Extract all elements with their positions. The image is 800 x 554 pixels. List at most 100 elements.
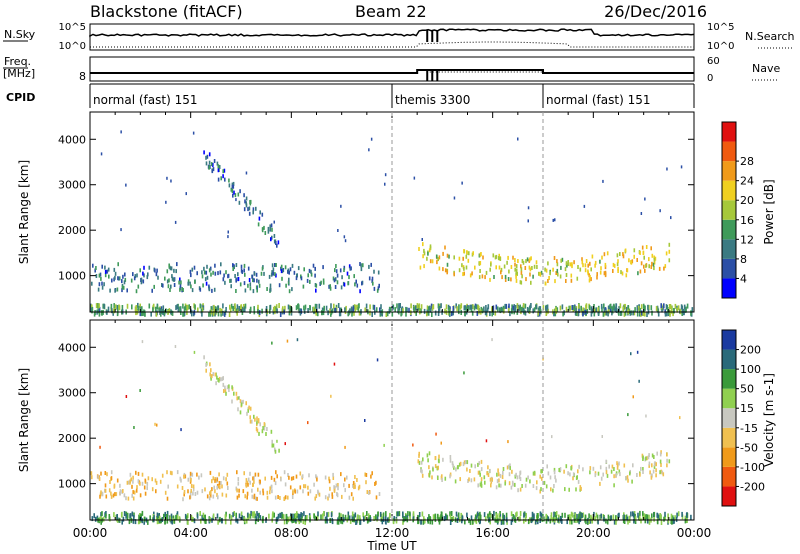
power-cell <box>516 271 518 276</box>
velocity-cell <box>223 389 225 393</box>
power-cell <box>674 303 677 309</box>
velocity-cell <box>353 482 356 487</box>
power-cell <box>238 200 241 205</box>
power-cell <box>587 269 589 274</box>
velocity-cell <box>283 470 286 475</box>
power-cell <box>533 307 536 313</box>
velocity-cell <box>236 495 239 500</box>
velocity-cell <box>222 476 225 481</box>
velocity-cell <box>626 475 629 480</box>
power-cell <box>650 246 652 251</box>
velocity-cell <box>221 492 224 497</box>
velocity-cell <box>216 477 219 482</box>
power-cell <box>213 308 216 314</box>
power-cell <box>114 304 117 310</box>
power-cell <box>227 235 229 239</box>
velocity-cell <box>533 470 536 475</box>
power-cell <box>529 267 532 272</box>
velocity-cell <box>261 429 264 434</box>
power-cell <box>437 311 440 316</box>
power-cell <box>429 259 432 264</box>
velocity-cell <box>187 477 190 482</box>
power-cell <box>290 310 293 316</box>
velocity-cell <box>601 435 603 438</box>
power-cell <box>582 307 584 313</box>
power-cell <box>101 264 103 269</box>
power-cell <box>229 307 232 313</box>
velocity-cell <box>380 513 383 519</box>
power-cell <box>553 256 556 260</box>
velocity-cell <box>275 470 277 475</box>
power-cell <box>100 276 102 281</box>
velocity-cell <box>128 519 131 525</box>
velocity-cell <box>468 477 470 482</box>
power-cell <box>243 207 246 212</box>
power-cell <box>624 310 627 316</box>
velocity-cell <box>93 513 95 519</box>
velocity-cell <box>106 472 108 477</box>
velocity-cell <box>627 519 629 525</box>
power-cell <box>255 285 258 290</box>
velocity-cell <box>421 473 424 478</box>
power-cell <box>267 229 270 234</box>
velocity-cell <box>291 518 293 524</box>
power-cell <box>140 277 143 282</box>
power-cell <box>137 302 139 308</box>
velocity-cell <box>333 488 336 493</box>
power-cell <box>258 216 261 221</box>
velocity-swatch <box>722 349 736 370</box>
power-cell <box>314 273 316 278</box>
velocity-cell <box>190 477 192 482</box>
velocity-cell <box>296 489 299 494</box>
power-cell <box>208 287 211 292</box>
power-cell <box>148 265 151 270</box>
power-cell <box>323 305 325 311</box>
velocity-cell <box>385 514 387 520</box>
velocity-tick-label: 50 <box>740 383 754 396</box>
power-cell <box>485 305 487 310</box>
power-cell <box>438 255 441 260</box>
cpid-segment-label: normal (fast) 151 <box>93 93 197 107</box>
velocity-cell <box>476 511 479 517</box>
velocity-cell <box>196 513 199 519</box>
velocity-cell <box>441 478 443 482</box>
power-cell <box>535 304 538 310</box>
velocity-cell <box>648 463 650 468</box>
velocity-cell <box>303 511 305 517</box>
power-cell <box>618 310 620 316</box>
power-cell <box>243 268 245 273</box>
power-cell <box>210 272 212 277</box>
velocity-cell <box>502 470 504 475</box>
velocity-cell <box>679 416 681 420</box>
power-cell <box>472 251 474 256</box>
power-cell <box>174 220 177 224</box>
velocity-cell <box>574 513 577 519</box>
power-cell <box>142 279 145 284</box>
velocity-cell <box>527 519 530 525</box>
velocity-cell <box>579 485 582 490</box>
velocity-cell <box>200 518 202 524</box>
velocity-cell <box>176 470 179 475</box>
velocity-cell <box>555 511 558 517</box>
velocity-cell <box>519 470 522 475</box>
velocity-cell <box>328 476 330 481</box>
velocity-cell <box>518 474 521 479</box>
power-cell <box>356 283 359 288</box>
power-cell <box>462 256 464 261</box>
power-swatch <box>722 219 736 240</box>
velocity-cell <box>502 513 504 519</box>
power-cell <box>177 306 180 312</box>
velocity-cell <box>308 473 310 478</box>
velocity-cell <box>302 489 304 494</box>
power-cell <box>408 307 410 313</box>
power-cell <box>607 311 609 317</box>
power-cell <box>224 177 226 182</box>
velocity-cell <box>279 496 281 500</box>
velocity-cell <box>244 494 246 499</box>
power-cell <box>426 256 428 261</box>
power-cell <box>601 306 603 312</box>
velocity-cell <box>532 471 535 476</box>
power-cell <box>582 263 584 268</box>
power-cell <box>373 286 376 291</box>
velocity-cell <box>192 491 194 496</box>
